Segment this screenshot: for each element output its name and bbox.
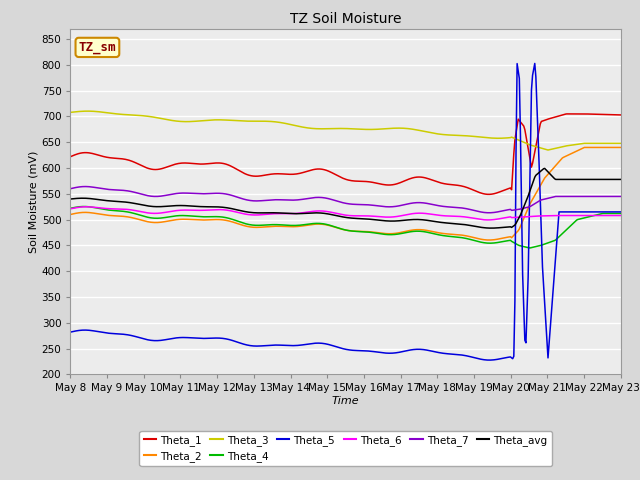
Theta_avg <box>328 212 335 217</box>
Line: Theta_2: Theta_2 <box>70 147 621 240</box>
Theta_3 <box>544 147 552 153</box>
Theta_avg <box>394 218 402 224</box>
Text: TZ_sm: TZ_sm <box>79 41 116 54</box>
Theta_avg <box>488 225 495 231</box>
Theta_7 <box>67 186 74 192</box>
Theta_3 <box>606 141 614 146</box>
Theta_7 <box>396 203 403 209</box>
Theta_avg <box>364 216 372 222</box>
Line: Theta_3: Theta_3 <box>70 111 621 150</box>
Theta_6 <box>617 213 625 218</box>
Theta_4 <box>525 245 533 251</box>
Theta_4 <box>396 231 403 237</box>
Line: Theta_avg: Theta_avg <box>70 168 621 228</box>
Theta_3 <box>396 125 403 131</box>
Theta_6 <box>332 211 340 216</box>
Theta_7 <box>617 193 625 199</box>
Theta_3 <box>84 108 92 114</box>
Theta_4 <box>365 229 373 235</box>
Theta_6 <box>329 210 337 216</box>
Theta_3 <box>67 109 74 115</box>
Theta_7 <box>520 205 527 211</box>
Theta_avg <box>67 196 74 202</box>
Theta_5 <box>328 343 335 348</box>
Theta_1 <box>617 112 625 118</box>
Theta_1 <box>519 122 527 128</box>
Theta_5 <box>332 344 339 349</box>
Theta_1 <box>484 192 492 197</box>
Line: Theta_1: Theta_1 <box>70 114 621 194</box>
Theta_3 <box>332 126 340 132</box>
Theta_avg <box>606 177 614 182</box>
Theta_2 <box>67 212 74 217</box>
Theta_4 <box>519 243 527 249</box>
Theta_4 <box>617 211 625 216</box>
Theta_5 <box>531 60 539 66</box>
Theta_5 <box>394 349 402 355</box>
Theta_2 <box>519 218 527 224</box>
Theta_1 <box>328 170 335 176</box>
Theta_2 <box>617 144 625 150</box>
Theta_2 <box>328 223 335 229</box>
Theta_5 <box>486 357 493 363</box>
Theta_6 <box>82 204 90 210</box>
Legend: Theta_1, Theta_2, Theta_3, Theta_4, Theta_5, Theta_6, Theta_7, Theta_avg: Theta_1, Theta_2, Theta_3, Theta_4, Thet… <box>140 431 552 466</box>
Theta_2 <box>394 230 402 236</box>
Line: Theta_6: Theta_6 <box>70 207 621 220</box>
Theta_7 <box>332 198 340 204</box>
Theta_4 <box>606 211 614 216</box>
Theta_4 <box>329 223 337 229</box>
Theta_6 <box>67 206 74 212</box>
Theta_3 <box>519 139 527 144</box>
Theta_1 <box>364 179 372 185</box>
Theta_2 <box>606 144 614 150</box>
Theta_5 <box>364 348 372 354</box>
Y-axis label: Soil Moisture (mV): Soil Moisture (mV) <box>29 150 39 253</box>
Theta_6 <box>484 217 492 223</box>
Theta_5 <box>67 329 74 335</box>
Theta_7 <box>81 184 88 190</box>
Theta_avg <box>617 177 625 182</box>
Theta_5 <box>606 209 614 215</box>
Theta_3 <box>617 141 625 146</box>
Theta_6 <box>365 213 373 219</box>
Theta_6 <box>520 214 527 220</box>
Theta_1 <box>332 171 339 177</box>
Theta_7 <box>329 197 337 203</box>
Theta_4 <box>332 225 340 230</box>
Theta_3 <box>329 126 337 132</box>
Theta_avg <box>541 166 548 171</box>
Line: Theta_4: Theta_4 <box>70 206 621 248</box>
Theta_6 <box>606 213 614 218</box>
Theta_2 <box>486 237 493 243</box>
Theta_1 <box>606 112 614 118</box>
Theta_2 <box>364 229 372 235</box>
Theta_7 <box>484 210 492 216</box>
Line: Theta_7: Theta_7 <box>70 187 621 213</box>
Theta_4 <box>67 205 74 211</box>
Theta_7 <box>365 202 373 208</box>
Theta_1 <box>67 154 74 160</box>
Theta_avg <box>519 207 527 213</box>
Theta_2 <box>580 144 588 150</box>
Theta_7 <box>606 193 614 199</box>
Theta_4 <box>80 204 88 209</box>
Theta_6 <box>396 213 403 219</box>
Theta_3 <box>365 127 373 132</box>
Theta_2 <box>332 224 339 230</box>
Title: TZ Soil Moisture: TZ Soil Moisture <box>290 12 401 26</box>
Theta_1 <box>394 180 402 186</box>
Theta_5 <box>519 272 527 277</box>
Theta_5 <box>617 209 625 215</box>
Theta_avg <box>332 213 339 218</box>
Theta_1 <box>563 111 571 117</box>
X-axis label: Time: Time <box>332 396 360 406</box>
Line: Theta_5: Theta_5 <box>70 63 621 360</box>
